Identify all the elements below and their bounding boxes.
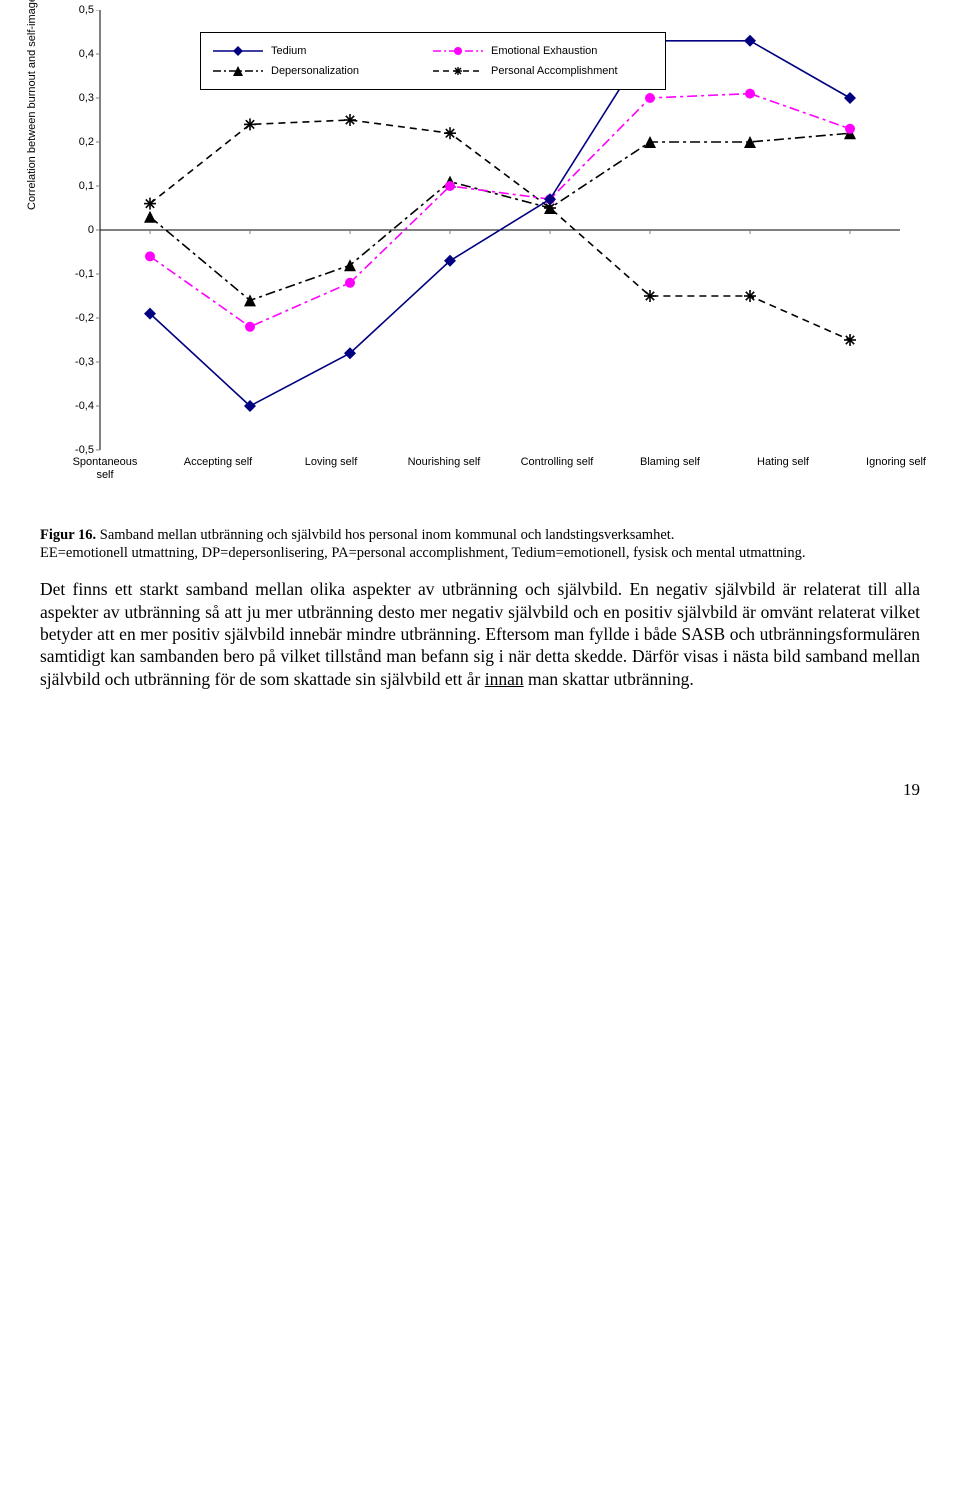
x-tick: Blaming self — [625, 456, 715, 469]
legend-label: Tedium — [271, 45, 306, 57]
x-tick: Ignoring self — [851, 456, 941, 469]
legend-swatch-pa — [433, 64, 483, 78]
chart-legend: Tedium Emotional Exhaustion Depersonaliz… — [200, 32, 666, 90]
body-paragraph: Det finns ett starkt samband mellan olik… — [40, 578, 920, 690]
caption-text: EE=emotionell utmattning, DP=depersonlis… — [40, 545, 805, 561]
body-text-span: Det finns ett starkt samband mellan olik… — [40, 579, 920, 689]
x-tick: Loving self — [286, 456, 376, 469]
x-tick: Hating self — [738, 456, 828, 469]
legend-label: Depersonalization — [271, 65, 359, 77]
y-axis-label: Correlation between burnout and self-ima… — [26, 0, 38, 210]
figure-caption: Figur 16. Samband mellan utbränning och … — [40, 526, 920, 562]
legend-swatch-ee — [433, 44, 483, 58]
figure-label: Figur 16. — [40, 527, 96, 543]
correlation-chart: 0,5 0,4 0,3 0,2 0,1 0 -0,1 -0,2 -0,3 -0,… — [40, 10, 920, 520]
body-underlined: innan — [485, 669, 524, 689]
body-text-span: man skattar utbränning. — [524, 669, 694, 689]
legend-swatch-tedium — [213, 44, 263, 58]
x-tick: Accepting self — [173, 456, 263, 469]
x-tick: Controlling self — [512, 456, 602, 469]
legend-label: Personal Accomplishment — [491, 65, 618, 77]
x-tick: Spontaneousself — [60, 456, 150, 482]
caption-text: Samband mellan utbränning och självbild … — [96, 527, 674, 543]
page-number: 19 — [40, 780, 920, 800]
legend-label: Emotional Exhaustion — [491, 45, 597, 57]
legend-swatch-dp — [213, 64, 263, 78]
x-tick: Nourishing self — [399, 456, 489, 469]
